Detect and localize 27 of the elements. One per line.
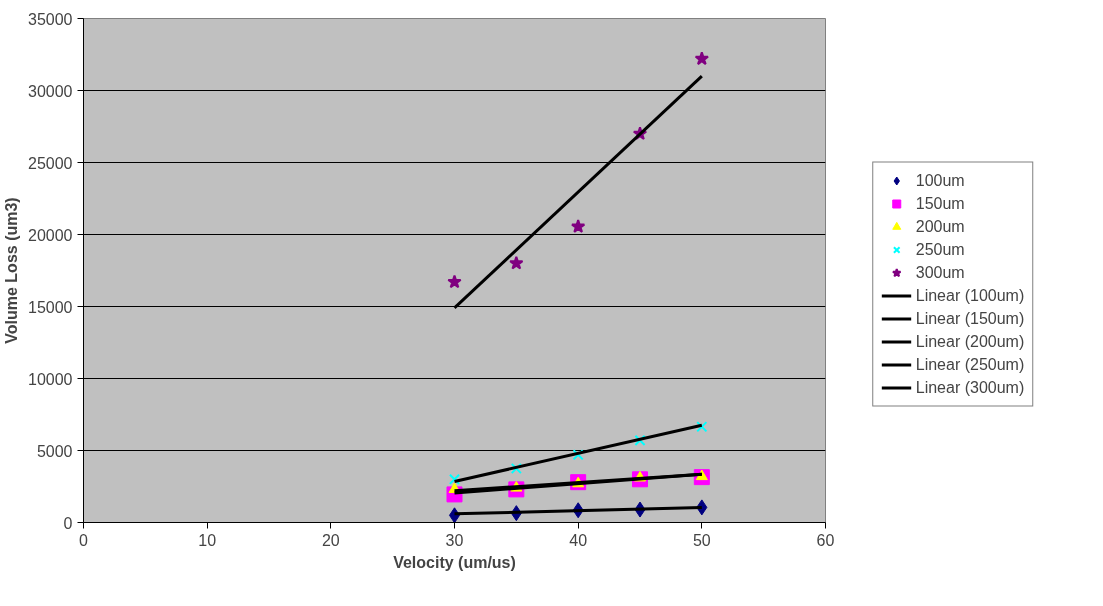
legend-label: 200um — [915, 217, 965, 235]
legend-label: 150um — [915, 194, 965, 212]
y-tick-label: 35000 — [28, 10, 73, 28]
y-axis-title: Volume Loss (um3) — [3, 197, 21, 344]
x-tick-label: 50 — [692, 531, 711, 549]
y-tick-label: 25000 — [28, 154, 73, 172]
x-axis-title: Velocity (um/us) — [393, 553, 516, 571]
legend-label: Linear (300um) — [915, 378, 1025, 396]
x-tick-label: 40 — [569, 531, 588, 549]
legend-label: Linear (100um) — [915, 286, 1025, 304]
y-tick-label: 15000 — [28, 298, 73, 316]
legend-label: 300um — [915, 263, 965, 281]
legend-label: 100um — [915, 171, 965, 189]
x-tick-label: 10 — [198, 531, 217, 549]
legend-label: Linear (200um) — [915, 332, 1025, 350]
legend-label: Linear (250um) — [915, 355, 1025, 373]
x-tick-label: 0 — [79, 531, 89, 549]
y-tick-label: 0 — [63, 514, 73, 532]
legend-label: Linear (150um) — [915, 309, 1025, 327]
y-tick-label: 10000 — [28, 370, 73, 388]
legend-label: 250um — [915, 240, 965, 258]
x-tick-label: 20 — [321, 531, 340, 549]
x-tick-label: 60 — [816, 531, 835, 549]
y-tick-label: 5000 — [36, 442, 73, 460]
x-tick-label: 30 — [445, 531, 464, 549]
y-tick-label: 20000 — [28, 226, 73, 244]
y-tick-label: 30000 — [28, 82, 73, 100]
